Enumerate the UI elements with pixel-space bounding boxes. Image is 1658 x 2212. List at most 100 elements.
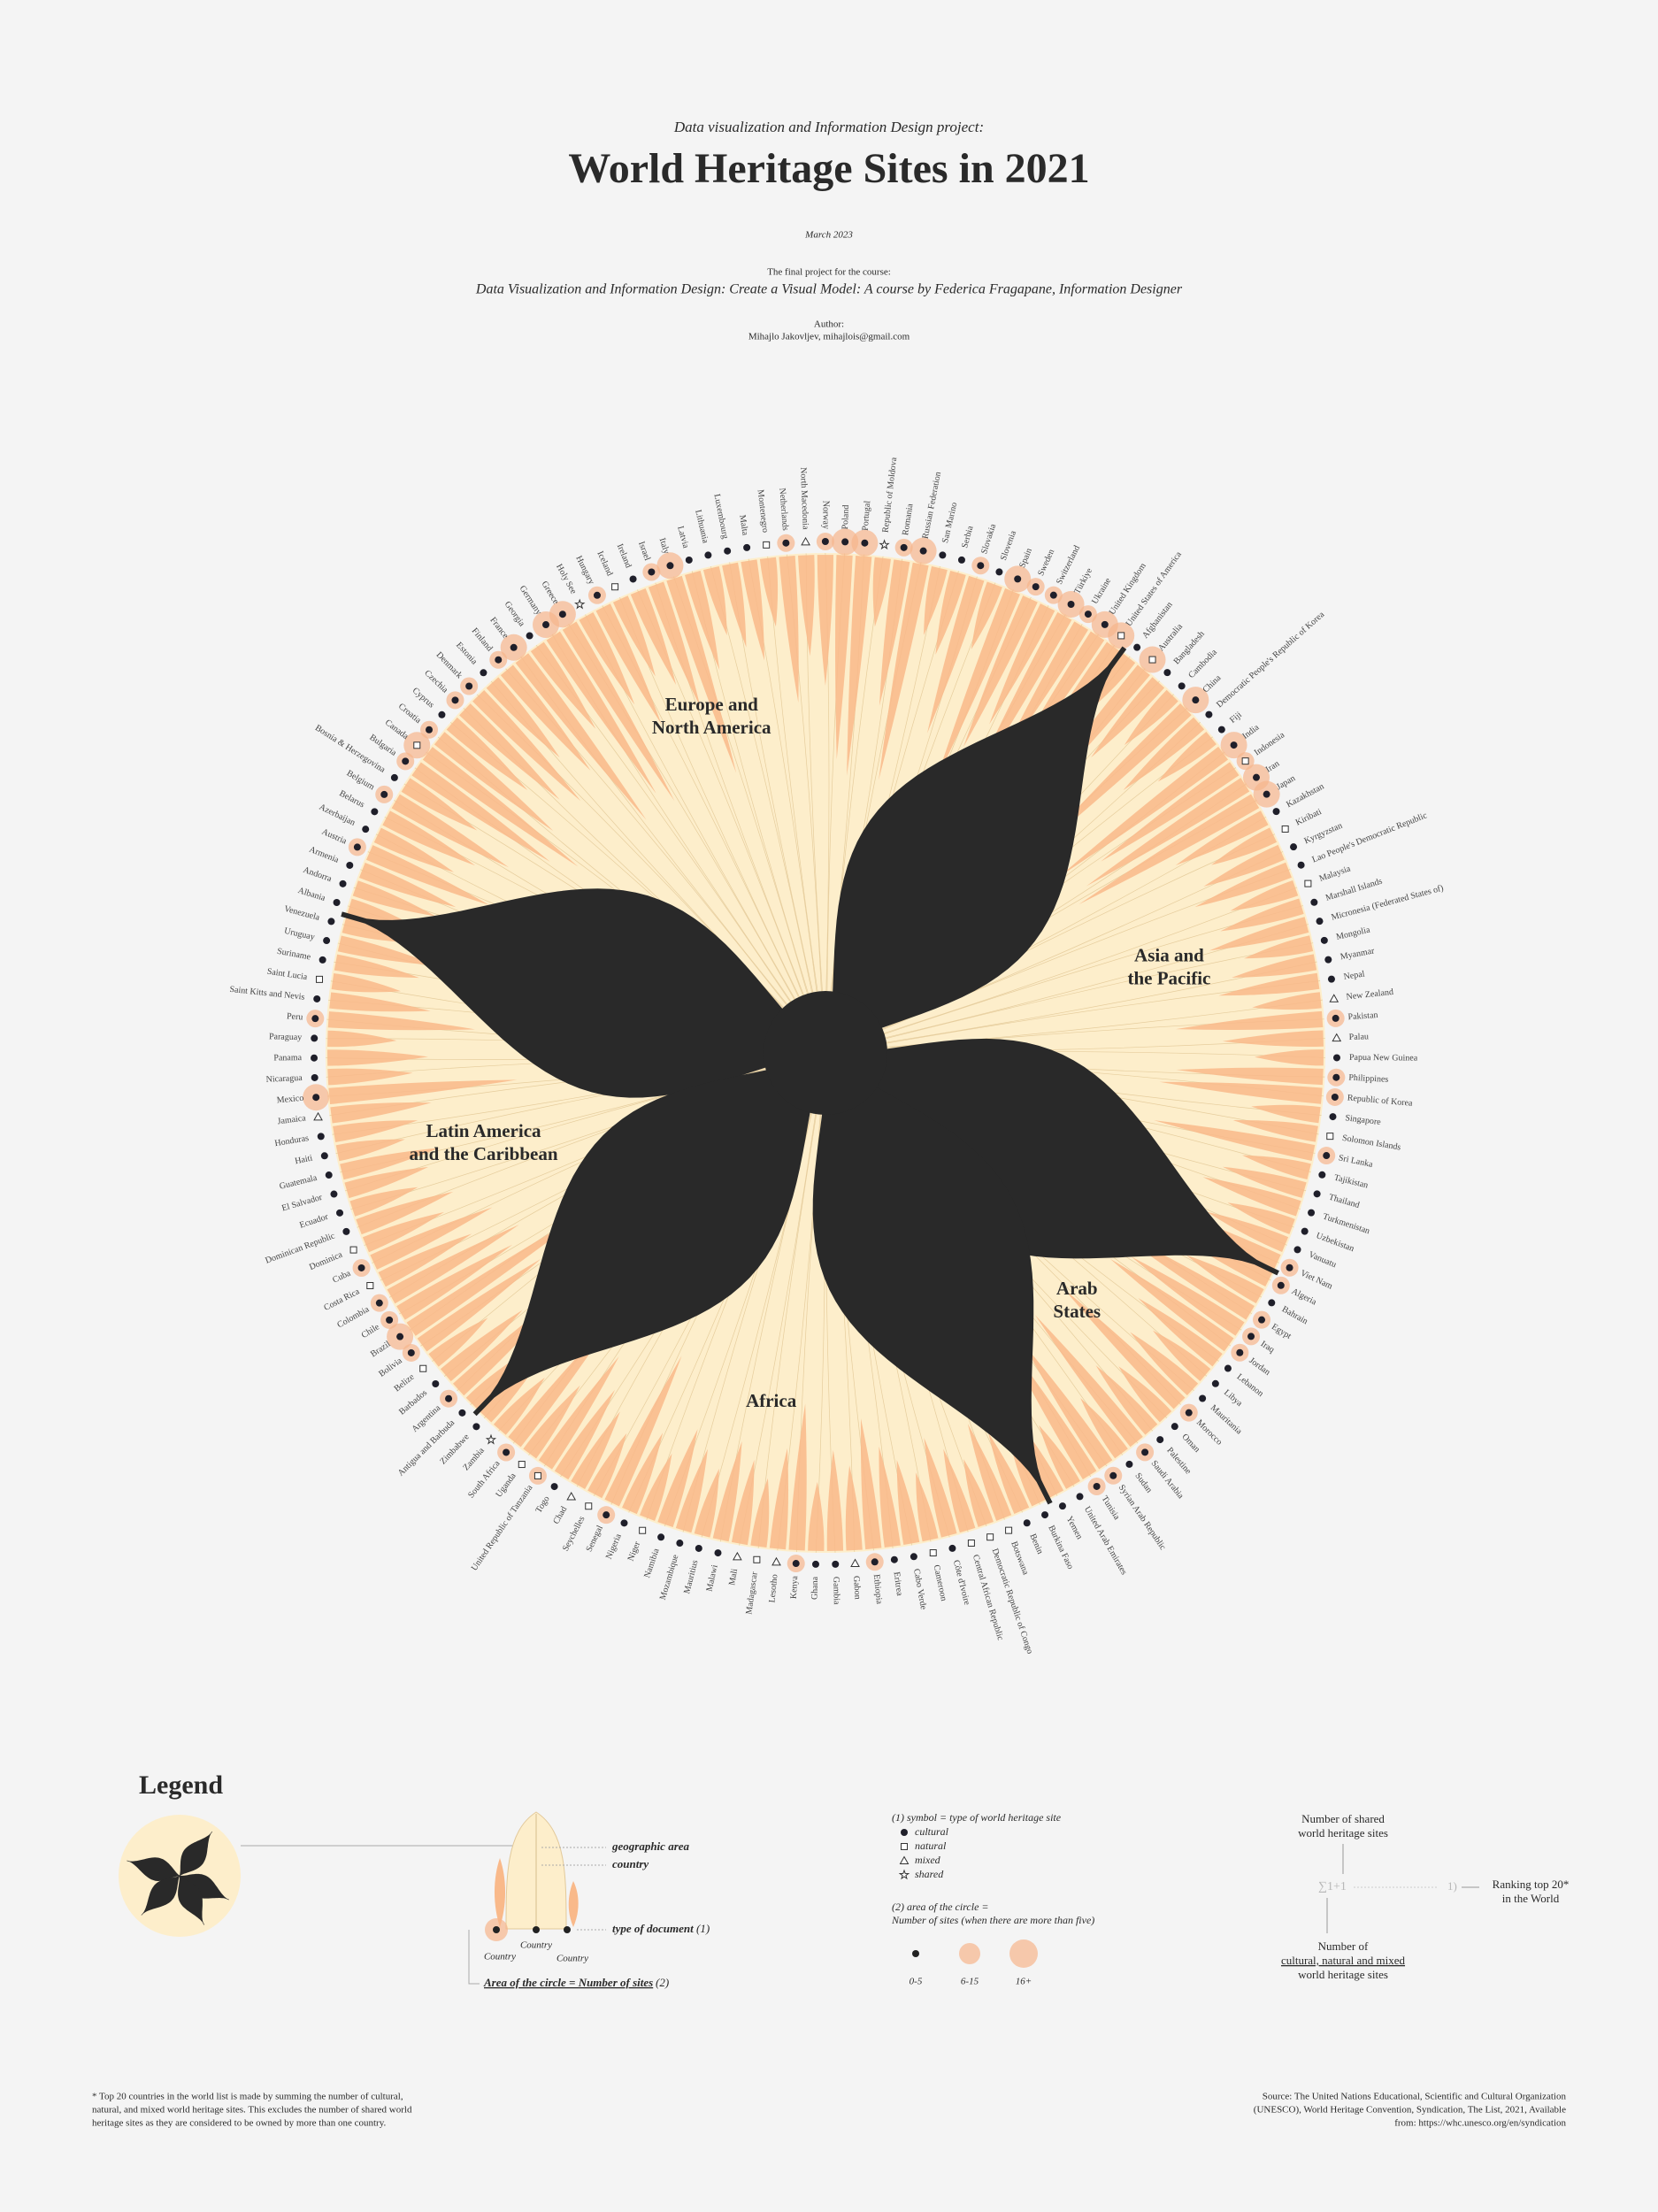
type-symbol [432, 1379, 440, 1387]
type-symbol [657, 1533, 665, 1541]
petal [554, 1389, 615, 1480]
petal [334, 954, 419, 979]
type-symbol [782, 539, 790, 547]
type-symbol [967, 1539, 975, 1547]
type-symbol [357, 1263, 365, 1271]
petal [370, 1207, 493, 1270]
petal [1124, 689, 1178, 746]
type-symbol [695, 1544, 702, 1552]
petal [1230, 879, 1299, 911]
petal [1211, 827, 1278, 865]
petal [337, 935, 438, 966]
petal [835, 555, 853, 760]
petal [1227, 1202, 1295, 1234]
petal [378, 1233, 472, 1287]
type-symbol [639, 1526, 647, 1534]
country-label: Nepal [1343, 969, 1365, 981]
legend-size-label: 6-15 [961, 1977, 979, 1987]
type-symbol [371, 808, 379, 816]
petal [595, 603, 662, 725]
type-symbol [620, 1519, 628, 1527]
country-label: Italy [657, 537, 672, 556]
country-label: Norway [821, 501, 831, 529]
petal [1039, 1425, 1080, 1489]
legend-label: natural [915, 1839, 947, 1852]
petal [702, 565, 727, 635]
type-symbol [890, 1555, 898, 1563]
type-symbol [353, 843, 361, 851]
type-symbol [336, 1209, 344, 1217]
petal [411, 762, 550, 862]
author-label: Author: [814, 319, 844, 330]
type-symbol [1293, 1246, 1301, 1254]
type-symbol [685, 556, 693, 564]
type-symbol [977, 562, 985, 570]
petal [872, 557, 891, 627]
petal [1254, 1049, 1324, 1066]
center-shape [812, 1051, 1053, 1505]
type-symbol [1329, 1113, 1337, 1121]
type-symbol [319, 956, 326, 964]
region-label: States [1053, 1301, 1101, 1322]
petal [1242, 1155, 1311, 1180]
petal [331, 973, 402, 993]
country-label: Ghana [810, 1576, 821, 1600]
petal [562, 621, 675, 802]
legend-symbol [899, 1855, 910, 1864]
type-symbol [733, 1551, 742, 1561]
type-symbol [714, 1549, 722, 1557]
type-symbol [311, 1073, 319, 1081]
petal [530, 641, 596, 729]
type-symbol [503, 1448, 510, 1456]
petal [924, 1437, 957, 1538]
petal [1218, 972, 1320, 996]
type-symbol [986, 1533, 994, 1541]
petal [1176, 1067, 1324, 1086]
petal [1220, 898, 1304, 932]
type-symbol [396, 1333, 404, 1340]
type-symbol [325, 1171, 333, 1179]
petal [327, 1068, 413, 1086]
type-symbol [1332, 1014, 1339, 1022]
type-symbol [1093, 1482, 1101, 1490]
petal [926, 575, 985, 733]
center-hub [764, 991, 887, 1115]
type-symbol [611, 583, 619, 591]
petal [1222, 1166, 1307, 1198]
type-symbol [1316, 918, 1324, 926]
type-symbol [1217, 726, 1225, 733]
legend-petal-orange [494, 1858, 506, 1927]
legend-size-label: 0-5 [910, 1977, 923, 1987]
type-symbol [533, 1471, 541, 1479]
type-symbol [939, 551, 947, 559]
kicker: Data visualization and Information Desig… [673, 119, 984, 135]
type-symbol [585, 1502, 593, 1510]
country-label: Philippines [1348, 1073, 1389, 1085]
legend-label: mixed [915, 1854, 941, 1866]
type-symbol [375, 1299, 383, 1307]
petal [382, 810, 476, 866]
petal [440, 1310, 523, 1382]
petal [750, 1478, 770, 1548]
legend-symbol [898, 1869, 910, 1880]
type-symbol [1297, 861, 1305, 869]
petal [1202, 1177, 1301, 1217]
petal [935, 570, 966, 655]
date: March 2023 [804, 230, 853, 241]
petal [486, 677, 560, 758]
country-label: Papua New Guinea [1349, 1053, 1418, 1064]
petal [1023, 1343, 1113, 1470]
type-symbol [743, 543, 751, 551]
footnote: * Top 20 countries in the world list is … [92, 2092, 403, 2102]
petal [387, 1225, 519, 1304]
footer: * Top 20 countries in the world list is … [92, 2092, 1566, 2129]
petal [879, 1446, 901, 1548]
petal [788, 1403, 807, 1551]
type-symbol [1332, 1054, 1340, 1062]
legend-heading: (1) symbol = type of world heritage site [892, 1811, 1062, 1824]
country-label: Kenya [789, 1575, 801, 1599]
type-symbol [311, 1015, 319, 1023]
type-symbol [1109, 1471, 1117, 1479]
center-shape [824, 1038, 1279, 1276]
type-symbol [380, 790, 388, 798]
